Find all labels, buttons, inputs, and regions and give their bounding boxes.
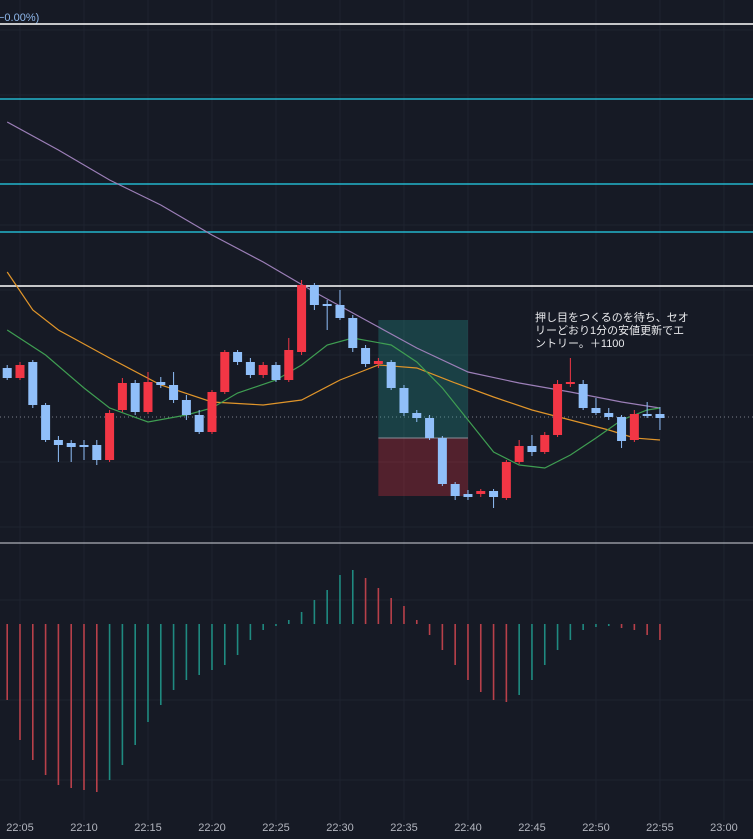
candle-body — [578, 384, 588, 408]
x-tick-label: 23:00 — [710, 822, 738, 834]
candle-body — [53, 440, 63, 445]
candle-body — [117, 383, 127, 410]
x-tick-label: 22:05 — [6, 822, 34, 834]
candle-body — [412, 413, 422, 418]
candle-body — [2, 368, 12, 378]
candle-body — [156, 382, 166, 385]
x-tick-label: 22:25 — [262, 822, 290, 834]
x-tick-label: 22:15 — [134, 822, 162, 834]
candle-body — [181, 400, 191, 415]
candle-body — [143, 382, 153, 412]
candle-body — [105, 413, 115, 460]
x-tick-label: 22:35 — [390, 822, 418, 834]
annotation: 押し目をつくるのを待ち、セオ — [535, 310, 689, 324]
candle-body — [297, 285, 307, 352]
candle-body — [642, 414, 652, 416]
candle-body — [361, 348, 371, 364]
candle-body — [220, 352, 230, 392]
candle-body — [245, 362, 255, 375]
candle-body — [629, 414, 639, 440]
candle-body — [79, 445, 89, 447]
candle-body — [373, 361, 383, 364]
annotation: ントリー。＋1100 — [535, 338, 625, 350]
candle-body — [565, 382, 575, 384]
candle-body — [450, 484, 460, 496]
candle-body — [309, 285, 319, 305]
candle-body — [41, 405, 51, 440]
candle-body — [540, 435, 550, 452]
candle-body — [194, 415, 204, 432]
moving-average — [6, 329, 661, 469]
x-tick-label: 22:50 — [582, 822, 610, 834]
annotation: リーどおり1分の安値更新でエ — [535, 323, 684, 337]
candle-body — [92, 445, 102, 460]
grid — [0, 29, 753, 781]
x-tick-label: 22:40 — [454, 822, 482, 834]
candle-body — [233, 352, 243, 362]
candle-body — [437, 438, 447, 484]
candle-body — [604, 413, 614, 417]
candle-body — [28, 362, 38, 405]
x-tick-label: 22:20 — [198, 822, 226, 834]
change-label: −0.00%) — [0, 12, 39, 24]
candle-body — [489, 491, 499, 497]
candle-body — [169, 385, 179, 400]
candle-body — [348, 318, 358, 348]
time-axis: 22:05 22:10 22:15 22:20 22:25 22:30 22:35 22:40… — [6, 822, 737, 834]
candle-body — [514, 446, 524, 462]
candle-body — [15, 365, 25, 378]
candle-body — [271, 365, 281, 380]
candle-body — [130, 383, 140, 412]
candle-body — [258, 365, 268, 375]
candle-body — [284, 350, 294, 380]
candle-body — [335, 305, 345, 318]
candle-body — [425, 418, 435, 438]
x-tick-label: 22:55 — [646, 822, 674, 834]
candle-body — [553, 384, 563, 435]
x-tick-label: 22:30 — [326, 822, 354, 834]
candle-body — [501, 462, 511, 498]
x-tick-label: 22:45 — [518, 822, 546, 834]
candle-body — [617, 417, 627, 441]
candle-body — [476, 491, 486, 494]
candle-body — [322, 304, 332, 306]
candle-body — [591, 408, 601, 413]
candle-body — [655, 414, 665, 418]
candle-body — [463, 494, 473, 497]
histogram-panel — [6, 570, 661, 792]
candle-body — [207, 392, 217, 432]
candle-body — [399, 388, 409, 413]
moving-average — [6, 271, 661, 441]
candle-body — [66, 443, 76, 447]
x-tick-label: 22:10 — [70, 822, 98, 834]
candle-body — [386, 362, 396, 388]
candle-body — [527, 446, 537, 452]
